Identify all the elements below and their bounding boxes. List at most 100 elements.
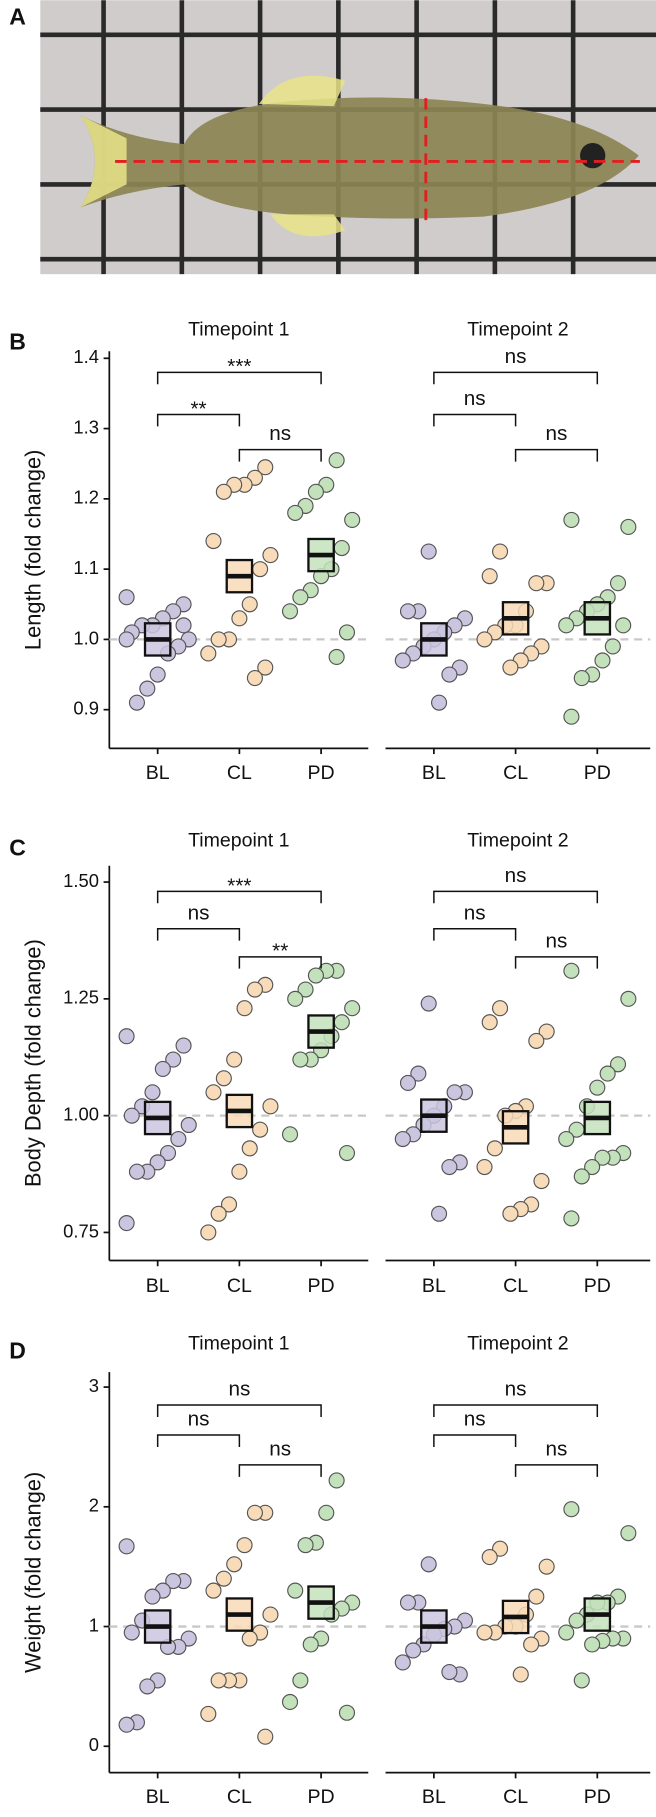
data-point [252,1121,269,1138]
significance-bracket [514,448,599,462]
data-point [175,1037,192,1054]
significance-bracket [156,371,322,385]
data-point [410,1065,427,1082]
data-point [241,1630,258,1647]
data-point [118,1538,135,1555]
data-point [558,1624,575,1641]
y-tick-label: 0.75 [63,1220,99,1241]
data-point [394,1654,411,1671]
significance-label: ns [188,1407,210,1430]
data-point [528,1032,545,1049]
data-point [154,1060,171,1077]
x-tick-label: CL [227,1786,252,1808]
significance-bracket [433,413,517,427]
data-point [118,1028,135,1045]
data-point [165,1572,182,1590]
data-point [180,1116,197,1134]
data-point [144,1588,161,1605]
x-tick-label: PD [308,1786,335,1808]
significance-label: ns [546,929,568,952]
significance-label: ns [505,1378,527,1401]
significance-label: ns [546,1437,568,1460]
data-point [476,1624,493,1641]
data-point [594,652,611,669]
y-tick-label: 1.50 [63,870,99,891]
photo-panel: A [9,0,656,275]
significance-label: ns [546,422,568,445]
data-point [399,603,417,620]
data-point [205,532,222,550]
data-point [307,483,324,500]
y-axis-label: Body Depth (fold change) [20,939,45,1187]
data-point [344,511,361,528]
data-point [338,1144,356,1162]
significance-bracket [433,928,517,941]
significance-bracket [156,1404,322,1418]
data-point [394,652,411,669]
data-point [205,1582,222,1599]
data-point [159,1144,177,1162]
data-point [215,1070,232,1087]
data-point [584,1636,601,1653]
x-tick-label: BL [422,762,446,784]
data-point [262,1606,279,1623]
x-tick-label: CL [503,1275,528,1297]
data-point [615,617,632,634]
data-point [558,1130,575,1148]
significance-bracket [156,1434,241,1447]
significance-bracket [156,890,322,904]
significance-bracket [433,1434,517,1447]
significance-label: ** [190,397,206,420]
significance-label: ns [188,901,210,924]
data-point [538,1558,555,1575]
significance-label: ns [464,387,486,410]
data-point [246,669,263,687]
data-point [620,518,637,536]
y-tick-label: 2 [89,1495,99,1516]
x-tick-label: PD [584,1786,611,1808]
data-point [405,1642,422,1659]
x-tick-label: CL [227,1275,252,1297]
data-point [563,1501,580,1518]
data-point [175,617,192,634]
fins [80,75,346,237]
data-point [563,1210,580,1227]
data-point [344,1000,361,1017]
y-tick-label: 1.4 [73,346,99,367]
x-tick-label: BL [422,1786,446,1808]
data-point [128,694,146,711]
data-point [533,1172,550,1190]
data-point [281,1126,299,1143]
data-point [420,543,437,560]
data-point [281,1693,299,1711]
y-tick-label: 1.3 [73,416,99,437]
fish [80,97,639,219]
significance-bracket [433,371,599,385]
x-tick-label: PD [584,762,611,784]
y-tick-label: 1.1 [73,557,99,578]
data-point [226,1556,243,1573]
significance-label: ** [272,940,288,963]
data-point [215,483,232,500]
data-point [252,561,269,578]
data-point [236,1000,253,1017]
data-point [492,543,509,560]
data-point [620,990,637,1007]
significance-bracket [156,413,241,427]
data-point [446,1084,463,1101]
data-point [180,1630,197,1647]
data-point [594,1149,611,1166]
data-point [476,631,493,648]
fish-eye [580,142,606,169]
data-point [231,1163,248,1180]
data-point [292,1672,309,1689]
data-point [333,1014,350,1031]
data-point [538,1023,555,1040]
data-point [558,617,575,634]
significance-label: ns [269,1437,291,1460]
y-tick-label: 3 [89,1375,99,1396]
facet-title: Timepoint 1 [188,319,289,341]
significance-label: ns [228,1378,250,1401]
